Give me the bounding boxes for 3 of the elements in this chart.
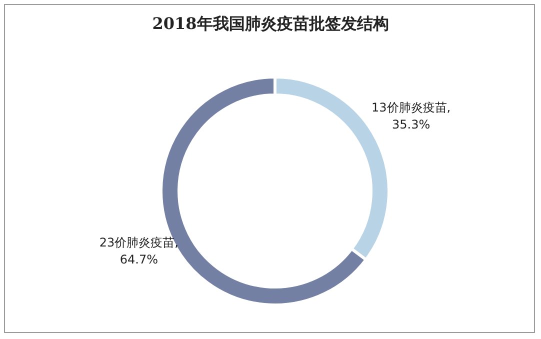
slice-label: 23价肺炎疫苗, 64.7% bbox=[99, 236, 178, 267]
slice-label: 13价肺炎疫苗, 35.3% bbox=[372, 100, 451, 132]
chart-title: 2018年我国肺炎疫苗批签发结构 bbox=[151, 14, 390, 35]
